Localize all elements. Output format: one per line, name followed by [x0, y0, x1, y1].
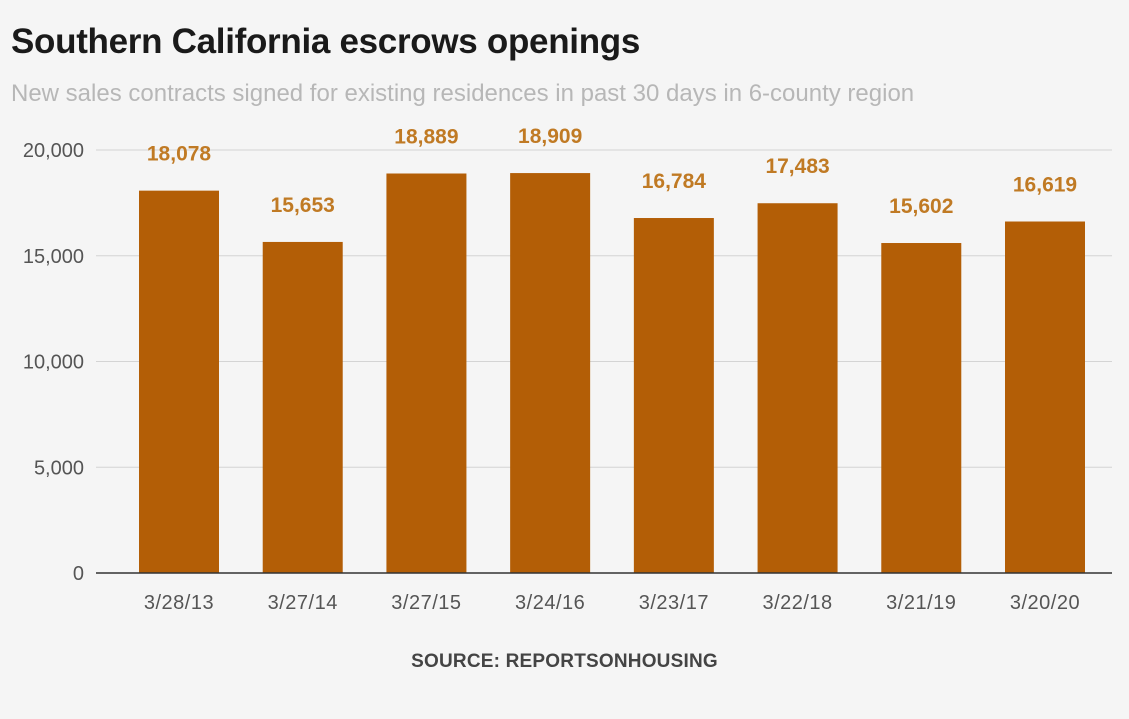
data-label: 18,889 [394, 125, 458, 148]
x-tick-label: 3/27/14 [268, 592, 338, 614]
data-label: 18,078 [147, 143, 212, 166]
x-tick-label: 3/22/18 [762, 592, 832, 614]
y-tick-label: 20,000 [23, 140, 84, 162]
bar-3-28-13 [139, 190, 219, 573]
x-axis-ticks: 3/28/13 3/27/14 3/27/15 3/24/16 3/23/17 3/22/… [144, 592, 1080, 614]
bar-3-21-19 [881, 243, 962, 573]
chart-title: Southern California escrows openings [11, 22, 641, 61]
x-tick-label: 3/20/20 [1010, 592, 1080, 614]
bar-3-27-14 [262, 241, 343, 573]
bar-3-27-15 [386, 173, 467, 573]
y-tick-label: 0 [73, 563, 84, 585]
y-axis-ticks: 0 5,000 10,000 15,000 20,000 [23, 140, 84, 585]
bar-3-24-16 [510, 173, 591, 573]
chart-subtitle: New sales contracts signed for existing … [11, 80, 915, 107]
bar-3-20-20 [1005, 221, 1085, 573]
x-tick-label: 3/23/17 [639, 592, 709, 614]
data-label: 15,653 [271, 194, 335, 217]
data-labels: 18,078 15,653 18,889 18,909 16,784 17,483 15,6… [147, 125, 1077, 218]
data-label: 16,784 [642, 170, 707, 193]
y-tick-label: 5,000 [34, 457, 84, 479]
x-tick-label: 3/24/16 [515, 592, 585, 614]
data-label: 16,619 [1013, 174, 1077, 197]
y-tick-label: 15,000 [23, 246, 84, 268]
data-label: 17,483 [765, 155, 829, 178]
bar-3-23-17 [633, 218, 714, 573]
data-label: 18,909 [518, 125, 582, 148]
bar-3-22-18 [757, 203, 838, 573]
y-tick-label: 10,000 [23, 352, 84, 374]
x-tick-label: 3/27/15 [391, 592, 461, 614]
data-label: 15,602 [889, 195, 953, 218]
bars [139, 173, 1085, 573]
x-tick-label: 3/21/19 [886, 592, 956, 614]
x-tick-label: 3/28/13 [144, 592, 214, 614]
source-note: SOURCE: REPORTSONHOUSING [411, 651, 718, 672]
